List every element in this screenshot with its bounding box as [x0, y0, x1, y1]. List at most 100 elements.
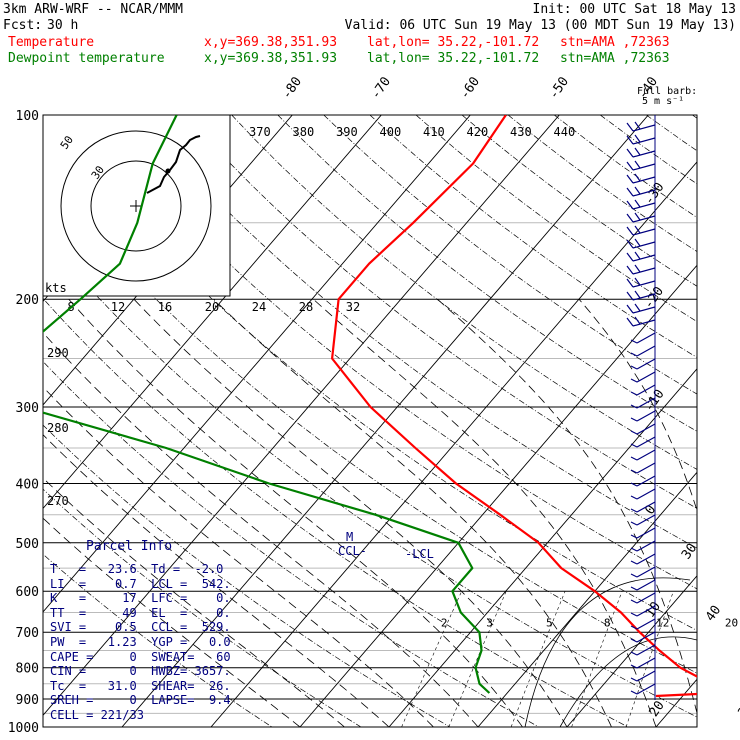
temperature-station: stn=AMA ,72363: [560, 35, 670, 50]
pressure-label: 100: [16, 109, 39, 124]
pressure-label: 500: [16, 537, 39, 552]
wind-barb: [626, 199, 656, 210]
annotation-label: -LCL: [405, 547, 434, 561]
wind-barb: [630, 579, 656, 591]
barb-legend-value: 5 m s⁻¹: [642, 96, 684, 107]
wind-barb: [630, 410, 656, 422]
theta-label: 370: [249, 125, 271, 139]
isotherm-label: 30: [736, 698, 740, 719]
dry-adiabat-label: 280: [47, 421, 69, 435]
temperature-axis-label: 28: [299, 300, 313, 314]
wind-barb: [630, 449, 656, 461]
pressure-label: 1000: [8, 721, 39, 736]
wind-barb: [630, 514, 656, 526]
parcel-row: T = 23.6 Td = -2.0: [50, 562, 224, 576]
moist-adiabat: [43, 386, 434, 727]
dry-adiabat: [277, 115, 697, 432]
dry-adiabat: [93, 115, 697, 590]
wind-barb: [630, 332, 656, 344]
hodograph-ring-inner: [90, 160, 182, 252]
parcel-row: CAPE = 0 SWEAT= 60: [50, 649, 231, 664]
valid-time: Valid: 06 UTC Sun 19 May 13 (00 MDT Sun …: [345, 18, 736, 33]
annotation-label: CCL-: [338, 544, 367, 558]
init-time: Init: 00 UTC Sat 18 May 13: [533, 2, 737, 17]
model-title: 3km ARW-WRF -- NCAR/MMM: [3, 2, 183, 17]
forecast-hours: 30 h: [47, 18, 78, 33]
wind-barb: [626, 251, 656, 262]
pressure-label: 400: [16, 477, 39, 492]
dewpoint-legend: Dewpoint temperature: [8, 51, 165, 66]
wind-barb: [630, 436, 656, 448]
wind-barb: [630, 527, 656, 539]
mixing-ratio-line: [571, 591, 623, 727]
mixing-ratio-label: 8: [604, 616, 611, 629]
wind-barb: [630, 683, 656, 695]
dewpoint-station: stn=AMA ,72363: [560, 51, 670, 66]
mixing-ratio-line: [448, 591, 507, 727]
dry-adiabat-label: 270: [47, 494, 69, 508]
barb-legend-title: Full barb:: [637, 86, 697, 97]
wind-barb: [630, 371, 656, 383]
wind-barb: [630, 566, 656, 578]
temperature-axis-label: 12: [111, 300, 125, 314]
wind-barb: [626, 238, 656, 249]
pressure-label: 300: [16, 401, 39, 416]
wind-barb: [626, 316, 656, 327]
theta-label: 400: [380, 125, 402, 139]
wind-barb: [626, 173, 656, 184]
isotherm: [43, 115, 560, 717]
wind-barb: [626, 303, 656, 314]
moist-adiabat: [43, 517, 301, 727]
dry-adiabat: [507, 115, 697, 252]
speed-arc: [524, 577, 698, 728]
parcel-info-title: Parcel Info: [86, 539, 173, 554]
isotherm-label: 10: [643, 599, 664, 620]
dry-adiabat: [369, 115, 697, 358]
hodograph-ring-label: 50: [58, 133, 76, 151]
mixing-ratio-label: 2: [441, 616, 448, 629]
theta-label: 380: [293, 125, 315, 139]
wind-barb: [630, 670, 656, 682]
wind-barb: [630, 540, 656, 552]
isotherm: [299, 264, 697, 727]
parcel-row: CIN = 0 HWBZ= 3657.: [50, 664, 231, 679]
wind-barb: [626, 212, 656, 223]
pressure-label: 200: [16, 293, 39, 308]
temperature-xy: x,y=369.38,351.93: [204, 35, 337, 50]
annotation-label: M: [346, 530, 353, 544]
wind-barb: [630, 475, 656, 487]
hodograph-center-mark: [130, 200, 142, 212]
forecast-label: Fcst:: [3, 18, 42, 33]
mixing-ratio-line: [510, 591, 566, 727]
dewpoint-xy: x,y=369.38,351.93: [204, 51, 337, 66]
temperature-latlon: lat,lon= 35.22,-101.72: [367, 35, 539, 50]
temperature-profile: [331, 115, 697, 698]
wind-barb: [630, 462, 656, 474]
moist-adiabat: [213, 298, 612, 727]
theta-label: 430: [510, 125, 532, 139]
dry-adiabat: [692, 115, 697, 119]
theta-label: 420: [467, 125, 489, 139]
pressure-label: 700: [16, 626, 39, 641]
moist-adiabat: [709, 299, 740, 727]
dewpoint-profile: [43, 115, 491, 694]
dry-adiabat: [185, 115, 697, 509]
mixing-ratio-label: 3: [486, 616, 493, 629]
parcel-row: CELL = 221/33: [50, 708, 144, 722]
temperature-axis-label: 32: [346, 300, 360, 314]
hodograph-point: [165, 168, 171, 174]
dry-adiabat: [599, 115, 697, 185]
isotherm-label: -80: [279, 74, 305, 102]
temperature-axis-label: 24: [252, 300, 266, 314]
wind-barb: [626, 277, 656, 288]
hodograph-units: kts: [45, 281, 67, 295]
parcel-row: SVI = 0.5 CCL = 529.: [50, 620, 231, 635]
speed-ring-label: 30: [679, 541, 700, 562]
isotherm: [43, 115, 382, 510]
wind-barb: [630, 501, 656, 513]
wind-barb: [630, 644, 656, 656]
wind-barb: [630, 423, 656, 435]
wind-barb: [626, 121, 656, 132]
dry-adiabat: [139, 115, 697, 549]
dry-adiabat: [461, 115, 697, 287]
